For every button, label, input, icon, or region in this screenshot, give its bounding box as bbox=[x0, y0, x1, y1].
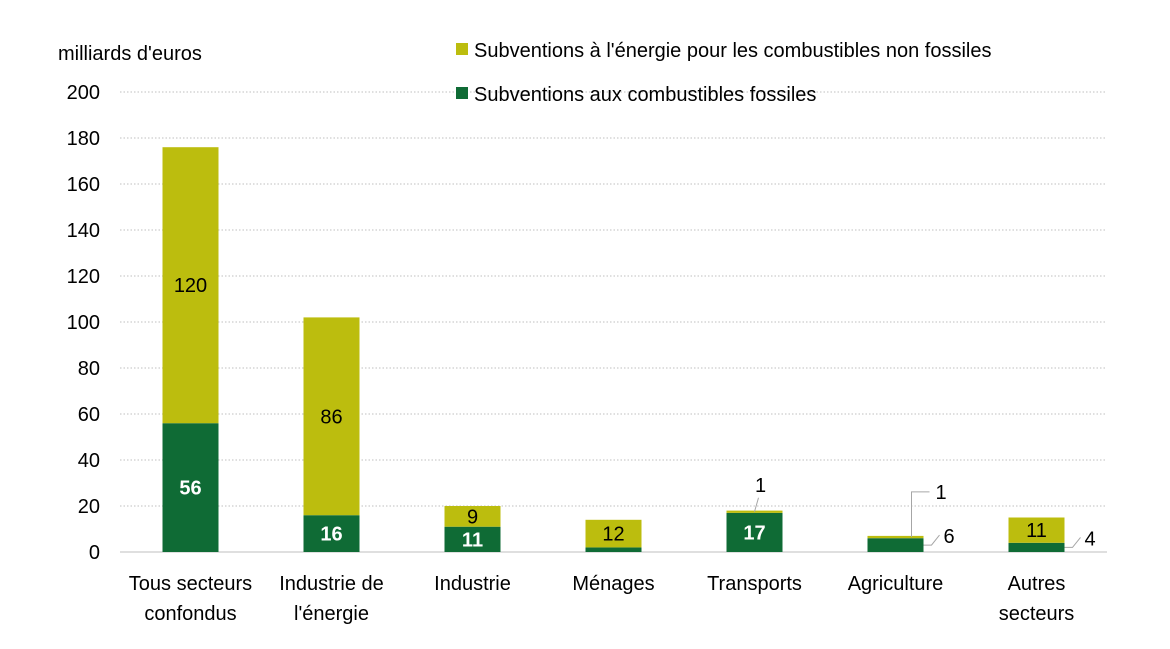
data-label-non-fossil: 9 bbox=[467, 506, 478, 528]
y-tick-label: 80 bbox=[78, 358, 100, 380]
data-label-non-fossil: 1 bbox=[936, 482, 947, 504]
bar-fossil bbox=[867, 538, 924, 552]
bar-non-fossil bbox=[444, 506, 501, 527]
y-tick-label: 160 bbox=[67, 174, 100, 196]
data-label-fossil: 11 bbox=[462, 529, 483, 551]
legend-swatch bbox=[456, 87, 468, 99]
x-category-label: Industrie bbox=[434, 573, 511, 595]
data-label-non-fossil: 11 bbox=[1026, 520, 1047, 542]
y-tick-label: 140 bbox=[67, 220, 100, 242]
bar-fossil bbox=[303, 515, 360, 552]
data-label-fossil: 56 bbox=[179, 478, 201, 500]
data-label-fossil: 6 bbox=[944, 526, 955, 548]
y-tick-label: 0 bbox=[89, 542, 100, 564]
bar-fossil bbox=[444, 526, 501, 552]
bar-non-fossil bbox=[303, 317, 360, 516]
bar-non-fossil bbox=[585, 519, 642, 548]
legend-label: Subventions à l'énergie pour les combust… bbox=[474, 40, 991, 62]
leader-line bbox=[911, 491, 930, 538]
y-tick-label: 200 bbox=[67, 82, 100, 104]
bar-non-fossil bbox=[162, 147, 219, 424]
bar-non-fossil bbox=[867, 535, 924, 539]
x-category-label: Tous secteurs bbox=[129, 573, 252, 595]
data-label-non-fossil: 86 bbox=[320, 406, 342, 428]
x-category-label: Autres bbox=[1008, 573, 1066, 595]
leader-line bbox=[754, 497, 759, 512]
x-category-label: confondus bbox=[144, 603, 236, 625]
x-category-label: Industrie de bbox=[279, 573, 384, 595]
bar-non-fossil bbox=[1008, 517, 1065, 543]
y-axis-unit-label: milliards d'euros bbox=[58, 43, 202, 65]
bar-fossil bbox=[585, 547, 642, 552]
leader-line bbox=[923, 534, 940, 546]
x-category-label: Ménages bbox=[572, 573, 654, 595]
bars bbox=[162, 147, 1065, 552]
y-tick-label: 180 bbox=[67, 128, 100, 150]
gridlines bbox=[120, 91, 1107, 553]
x-category-label: Agriculture bbox=[848, 573, 944, 595]
legend: Subventions à l'énergie pour les combust… bbox=[456, 40, 991, 106]
data-label-fossil: 4 bbox=[1085, 528, 1096, 550]
y-tick-label: 60 bbox=[78, 404, 100, 426]
y-tick-label: 120 bbox=[67, 266, 100, 288]
bar-fossil bbox=[162, 423, 219, 552]
x-category-label: Transports bbox=[707, 573, 802, 595]
legend-swatch bbox=[456, 43, 468, 55]
data-label-non-fossil: 12 bbox=[602, 524, 624, 546]
legend-label: Subventions aux combustibles fossiles bbox=[474, 84, 816, 106]
y-tick-label: 20 bbox=[78, 496, 100, 518]
data-label-fossil: 16 bbox=[320, 524, 342, 546]
y-tick-label: 40 bbox=[78, 450, 100, 472]
data-label-non-fossil: 120 bbox=[174, 275, 207, 297]
x-category-label: l'énergie bbox=[294, 603, 369, 625]
leader-line bbox=[1064, 537, 1081, 548]
x-category-label: secteurs bbox=[999, 603, 1075, 625]
data-label-non-fossil: 1 bbox=[755, 475, 766, 497]
data-label-fossil: 17 bbox=[743, 522, 765, 544]
bar-fossil bbox=[1008, 542, 1065, 552]
y-axis-ticks: 0 20 40 60 80 100 120 140 160 180 200 bbox=[67, 82, 100, 564]
bar-fossil bbox=[726, 512, 783, 552]
x-axis-categories: Tous secteurs confondus Industrie de l'éner… bbox=[129, 573, 1074, 625]
y-tick-label: 100 bbox=[67, 312, 100, 334]
